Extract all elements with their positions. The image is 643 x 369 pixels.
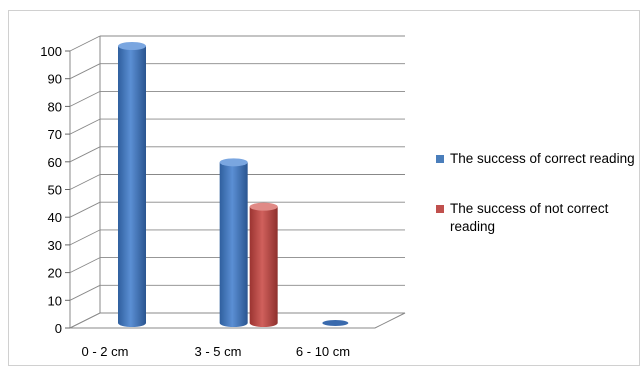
bar-body	[118, 46, 146, 327]
bar-not-correct-1	[249, 202, 278, 327]
bar-zero-disc	[322, 320, 349, 326]
bar-top	[249, 202, 278, 211]
x-category-label: 3 - 5 cm	[195, 344, 242, 359]
y-tick-label: 60	[48, 155, 62, 170]
y-tick-label: 30	[48, 238, 62, 253]
y-tick-label: 20	[48, 266, 62, 281]
bars	[118, 42, 349, 327]
legend-swatch-red	[436, 205, 444, 213]
gridline-side	[69, 63, 101, 80]
bar-correct-2	[322, 320, 349, 326]
gridline-side	[69, 174, 101, 190]
chart-frame	[8, 10, 640, 366]
y-tick-label: 90	[48, 72, 62, 87]
x-category-label: 6 - 10 cm	[296, 344, 350, 359]
legend-item-not-correct: The success of not correct reading	[436, 200, 641, 236]
y-tick-label: 40	[48, 210, 62, 225]
legend-item-correct: The success of correct reading	[436, 150, 641, 168]
legend-swatch-blue	[436, 155, 444, 163]
x-axis-labels: 0 - 2 cm 3 - 5 cm 6 - 10 cm	[82, 344, 351, 359]
bar-body	[249, 206, 278, 327]
gridline-side	[69, 146, 101, 163]
gridline-side	[69, 35, 101, 52]
y-tick-label: 100	[40, 44, 62, 59]
y-tick-label: 0	[55, 321, 62, 336]
y-tick-label: 50	[48, 183, 62, 198]
bar-correct-0	[118, 42, 146, 327]
y-tick-label: 70	[48, 127, 62, 142]
gridline-side	[69, 257, 101, 274]
y-tick-label: 10	[48, 293, 62, 308]
bar-top	[118, 42, 146, 50]
y-tick-label: 80	[48, 99, 62, 114]
gridline-side	[69, 229, 101, 246]
legend-label-not-correct: The success of not correct reading	[450, 201, 609, 234]
gridline-side	[69, 201, 101, 218]
gridline-side	[69, 284, 101, 301]
bar-top	[219, 158, 248, 167]
legend-label-correct: The success of correct reading	[450, 151, 635, 166]
y-axis-ticks: 0 10 20 30 40 50 60 70 80 90 100	[40, 44, 70, 336]
x-category-label: 0 - 2 cm	[82, 344, 129, 359]
bar-correct-1	[219, 158, 248, 327]
gridline-side	[69, 90, 101, 107]
gridline-side	[69, 118, 101, 135]
bar-body	[219, 162, 248, 327]
